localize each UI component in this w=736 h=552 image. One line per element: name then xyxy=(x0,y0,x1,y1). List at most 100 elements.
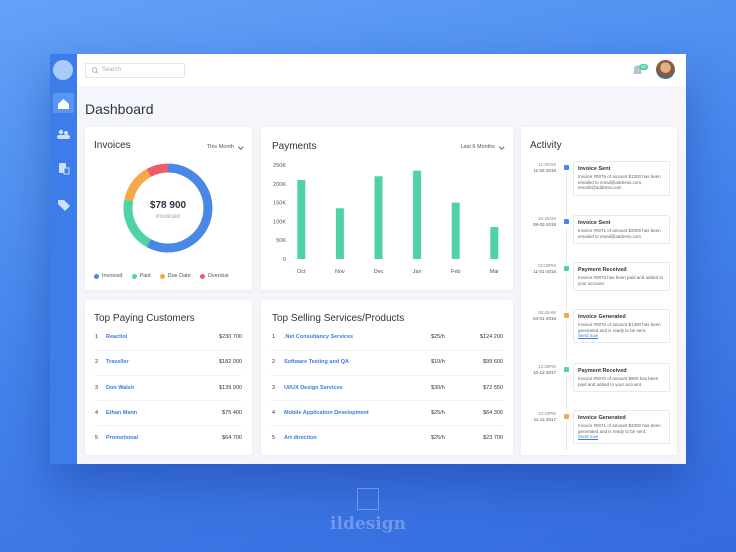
rank: 1 xyxy=(272,334,276,340)
logo[interactable] xyxy=(53,60,73,80)
customer-name[interactable]: Promotional xyxy=(106,435,139,442)
timeline-dot xyxy=(564,313,569,318)
date: 11-11-2017 xyxy=(533,416,556,422)
activity-entry: Invoice Sent Invoice #0076 of amount $130… xyxy=(573,161,670,196)
row-divider xyxy=(94,349,242,351)
card-title: Invoices xyxy=(94,140,131,151)
rank: 2 xyxy=(272,359,276,366)
bar xyxy=(297,180,306,259)
activity-entry: Invoice Generated Invoice #0076 of amount… xyxy=(573,309,670,344)
row-divider xyxy=(94,400,242,402)
activity-title: Invoice Sent xyxy=(578,166,611,172)
sidebar-icons xyxy=(53,60,74,211)
amount: $64 300 xyxy=(483,409,503,416)
rate: $10/h xyxy=(431,359,445,366)
legend-label: Overdue xyxy=(207,273,229,279)
bar-chart: 0 50K 100K 150K 200K 250K Oct Nov Dec Jan Feb Mar xyxy=(273,163,499,275)
activity-action[interactable]: Send now xyxy=(578,333,599,339)
time: 02:00PM xyxy=(537,263,556,268)
nav-invoices[interactable] xyxy=(59,163,70,175)
timeline-icon xyxy=(563,312,570,319)
time: 10:45AM xyxy=(537,216,556,221)
activity-time: 10:45AM 08-02-2018 xyxy=(533,216,556,227)
donut-segment xyxy=(146,163,213,253)
nav-customers[interactable] xyxy=(57,129,70,139)
date: 04-01-2018 xyxy=(532,315,556,321)
activity-time: 02:00PM 11-01-2018 xyxy=(533,263,556,274)
timeline-icon xyxy=(563,265,570,272)
donut-segment xyxy=(146,163,169,178)
legend-item: Due Date xyxy=(159,273,191,279)
row-divider xyxy=(270,425,503,427)
y-tick-label: 150K xyxy=(273,201,286,207)
date: 11-02-2018 xyxy=(533,167,556,173)
nav-home[interactable] xyxy=(58,99,69,109)
y-tick-label: 50K xyxy=(276,238,286,244)
app-window: Search 12 Dashboard Invoices This Month … xyxy=(50,54,686,464)
donut-segment xyxy=(123,199,152,247)
notifications[interactable] xyxy=(630,60,650,80)
activity-title: Invoice Generated xyxy=(578,314,626,320)
x-tick-label: Feb xyxy=(451,269,460,275)
amount: $230 700 xyxy=(219,334,242,340)
time: 05:45AM xyxy=(537,310,556,315)
filter-dropdown[interactable]: Last 6 Months xyxy=(460,144,495,150)
legend-label: Invoiced xyxy=(102,273,123,279)
nav-products[interactable] xyxy=(58,200,70,211)
activity-action[interactable]: Send now xyxy=(578,434,599,440)
service-name[interactable]: UI/UX Design Services xyxy=(284,384,343,391)
legend-swatch xyxy=(94,273,99,279)
rank: 2 xyxy=(95,359,99,366)
amount: $99 600 xyxy=(483,359,503,366)
date: 08-02-2018 xyxy=(532,221,556,227)
activity-time: 12:10PM 11-11-2017 xyxy=(534,411,556,422)
amount: $124 200 xyxy=(480,334,503,340)
customer-name[interactable]: Don Walsh xyxy=(106,384,135,391)
row-divider xyxy=(270,349,503,351)
legend-label: Due Date xyxy=(167,273,191,279)
service-name[interactable]: Mobile Application Development xyxy=(284,409,369,416)
timeline xyxy=(566,161,567,451)
rank: 5 xyxy=(272,435,276,442)
filter-dropdown[interactable]: This Month xyxy=(206,144,234,150)
donut-center-label: invoiced xyxy=(156,213,180,220)
activity-text: Invoice #0071 of amount $2000 has been e… xyxy=(578,228,661,239)
bar xyxy=(413,170,422,259)
amount: $72 550 xyxy=(483,384,503,391)
customer-name[interactable]: Ethan Mann xyxy=(106,409,138,416)
page-title: Dashboard xyxy=(85,101,154,117)
timeline-icon xyxy=(563,366,570,373)
card-title: Top Paying Customers xyxy=(94,313,195,324)
y-tick-label: 0 xyxy=(283,257,286,263)
activity-title: Payment Received xyxy=(578,368,627,374)
rate: $25/h xyxy=(431,435,445,442)
rate: $30/h xyxy=(431,384,445,391)
amount: $75 400 xyxy=(222,409,242,416)
time: 12:10PM xyxy=(537,411,556,416)
customer-name[interactable]: Reactiol xyxy=(106,334,128,340)
date: 11-01-2018 xyxy=(533,268,556,274)
search-placeholder: Search xyxy=(102,67,122,73)
rank: 5 xyxy=(95,435,99,442)
activity-entry: Payment Received Invoice #0070 of amount … xyxy=(573,363,670,393)
row-divider xyxy=(94,374,242,376)
rank: 4 xyxy=(95,409,99,416)
legend: Invoiced Paid Due Date Overdue xyxy=(94,273,229,279)
customers-card: Top Paying Customers 1 Reactiol $230 700 2 T… xyxy=(85,300,252,455)
customer-name[interactable]: Traveller xyxy=(106,359,129,366)
top-bar: Search 12 xyxy=(77,54,686,86)
row-divider xyxy=(270,400,503,402)
rank: 3 xyxy=(272,384,276,391)
user-avatar[interactable] xyxy=(656,60,675,79)
activity-text: Invoice #0076 of amount $1300 has been e… xyxy=(578,174,661,191)
bar xyxy=(335,208,344,259)
rank: 1 xyxy=(95,334,99,340)
search-box[interactable]: Search xyxy=(85,63,185,78)
legend-item: Invoiced xyxy=(94,273,123,279)
row-divider xyxy=(94,425,242,427)
rate: $25/h xyxy=(431,409,445,416)
service-name[interactable]: Software Testing and QA xyxy=(284,359,349,366)
service-name[interactable]: Art direction xyxy=(284,435,317,442)
service-name[interactable]: .Net Consultancy Services xyxy=(284,334,354,340)
rank: 4 xyxy=(272,409,276,416)
